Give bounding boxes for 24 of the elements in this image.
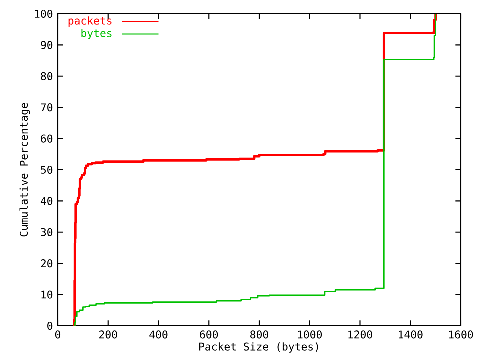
y-tick-label: 0 xyxy=(48,322,53,330)
y-tick-label: 40 xyxy=(40,197,53,206)
x-tick-label: 400 xyxy=(150,330,168,339)
y-tick-label: 80 xyxy=(41,72,53,80)
x-tick-label: 1600 xyxy=(449,330,474,339)
y-axis-title: Cumulative Percentage xyxy=(20,103,30,237)
x-tick-label: 800 xyxy=(250,330,268,339)
x-tick-label: 1200 xyxy=(348,330,372,339)
x-tick-label: 1400 xyxy=(399,330,423,339)
y-tick-label: 60 xyxy=(41,134,53,143)
x-tick-label: 1000 xyxy=(298,330,322,339)
x-axis-title: Packet Size (bytes) xyxy=(200,342,318,353)
y-tick-label: 20 xyxy=(41,260,53,268)
x-tick-label: 200 xyxy=(100,330,118,339)
y-tick-label: 100 xyxy=(35,10,53,18)
y-tick-label: 30 xyxy=(41,228,53,236)
text: packets xyxy=(68,16,112,27)
x-tick-label: 600 xyxy=(200,330,218,339)
y-tick-label: 70 xyxy=(41,104,53,112)
y-tick-label: 90 xyxy=(41,41,53,50)
y-tick-label: 10 xyxy=(42,290,53,299)
x-tick-label: 0 xyxy=(55,330,61,339)
y-tick-label: 50 xyxy=(41,166,53,174)
legend-label: bytes xyxy=(82,29,112,40)
